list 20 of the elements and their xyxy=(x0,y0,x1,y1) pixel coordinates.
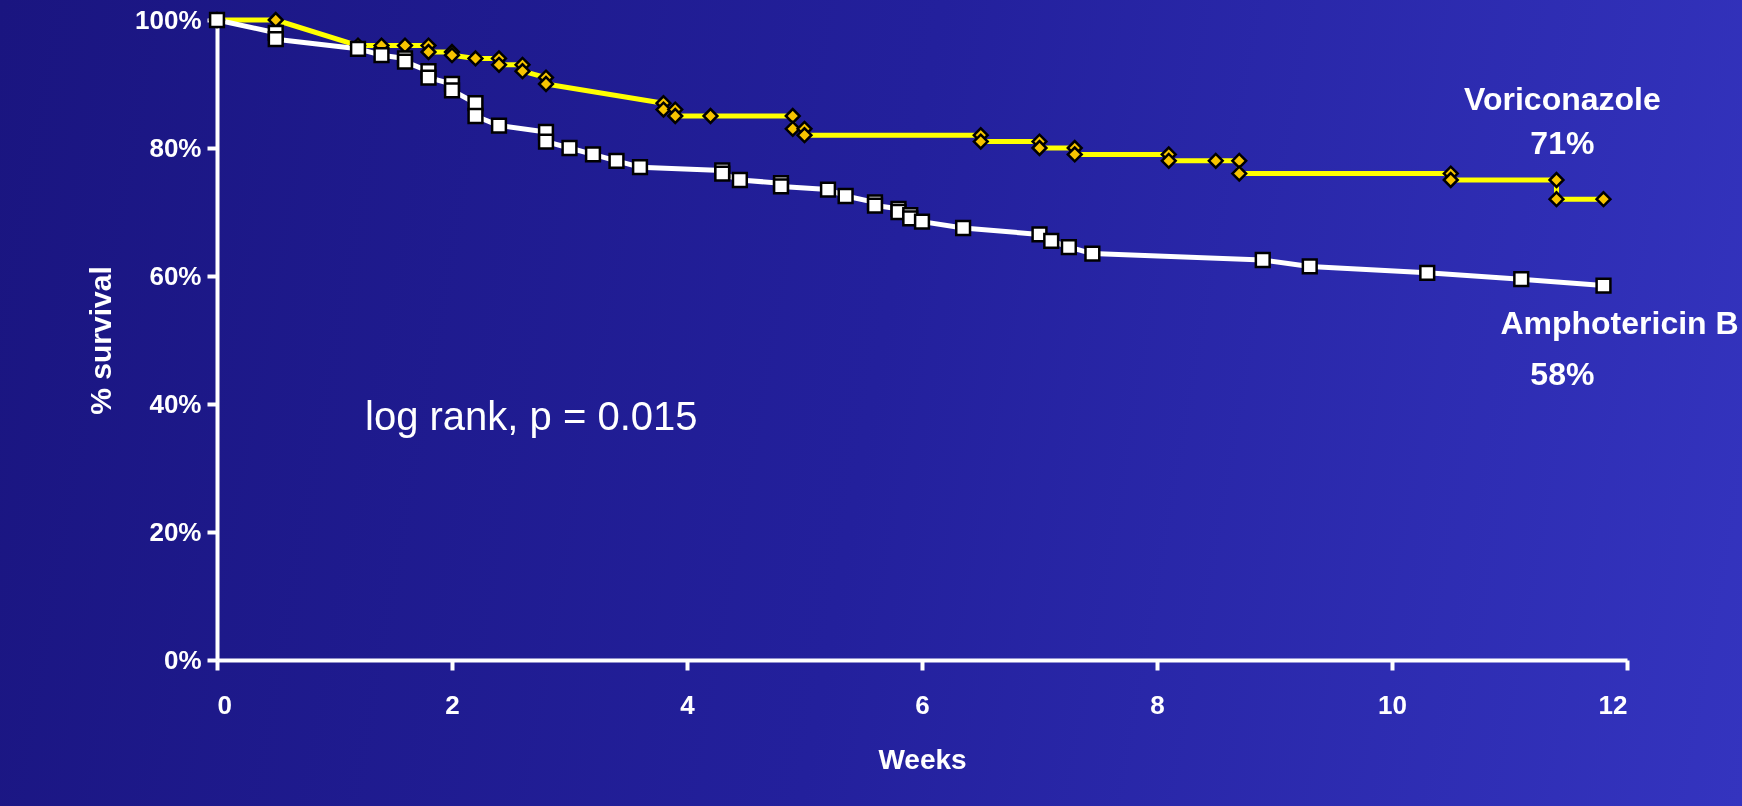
x-tick-label: 8 xyxy=(1150,689,1165,720)
y-tick-label: 100% xyxy=(135,4,202,35)
x-tick-label: 2 xyxy=(445,689,460,720)
x-axis-title: Weeks xyxy=(878,743,967,775)
y-tick-label: 20% xyxy=(149,516,202,547)
x-tick-label: 12 xyxy=(1598,689,1628,720)
annotation: log rank, p = 0.015 xyxy=(365,394,698,439)
y-tick-label: 80% xyxy=(149,132,202,163)
x-tick-label: 0 xyxy=(217,689,232,720)
y-tick-label: 0% xyxy=(163,644,202,675)
y-axis-title: % survival xyxy=(84,266,117,415)
y-tick-label: 40% xyxy=(149,388,202,419)
annotation: 58% xyxy=(1530,356,1595,393)
x-tick-label: 6 xyxy=(915,689,930,720)
series-label: Amphotericin B xyxy=(1500,305,1739,341)
series-label: Voriconazole xyxy=(1463,81,1661,117)
x-tick-label: 10 xyxy=(1378,689,1407,720)
annotation: 71% xyxy=(1530,125,1595,162)
y-tick-label: 60% xyxy=(149,260,202,291)
x-tick-label: 4 xyxy=(680,689,696,720)
